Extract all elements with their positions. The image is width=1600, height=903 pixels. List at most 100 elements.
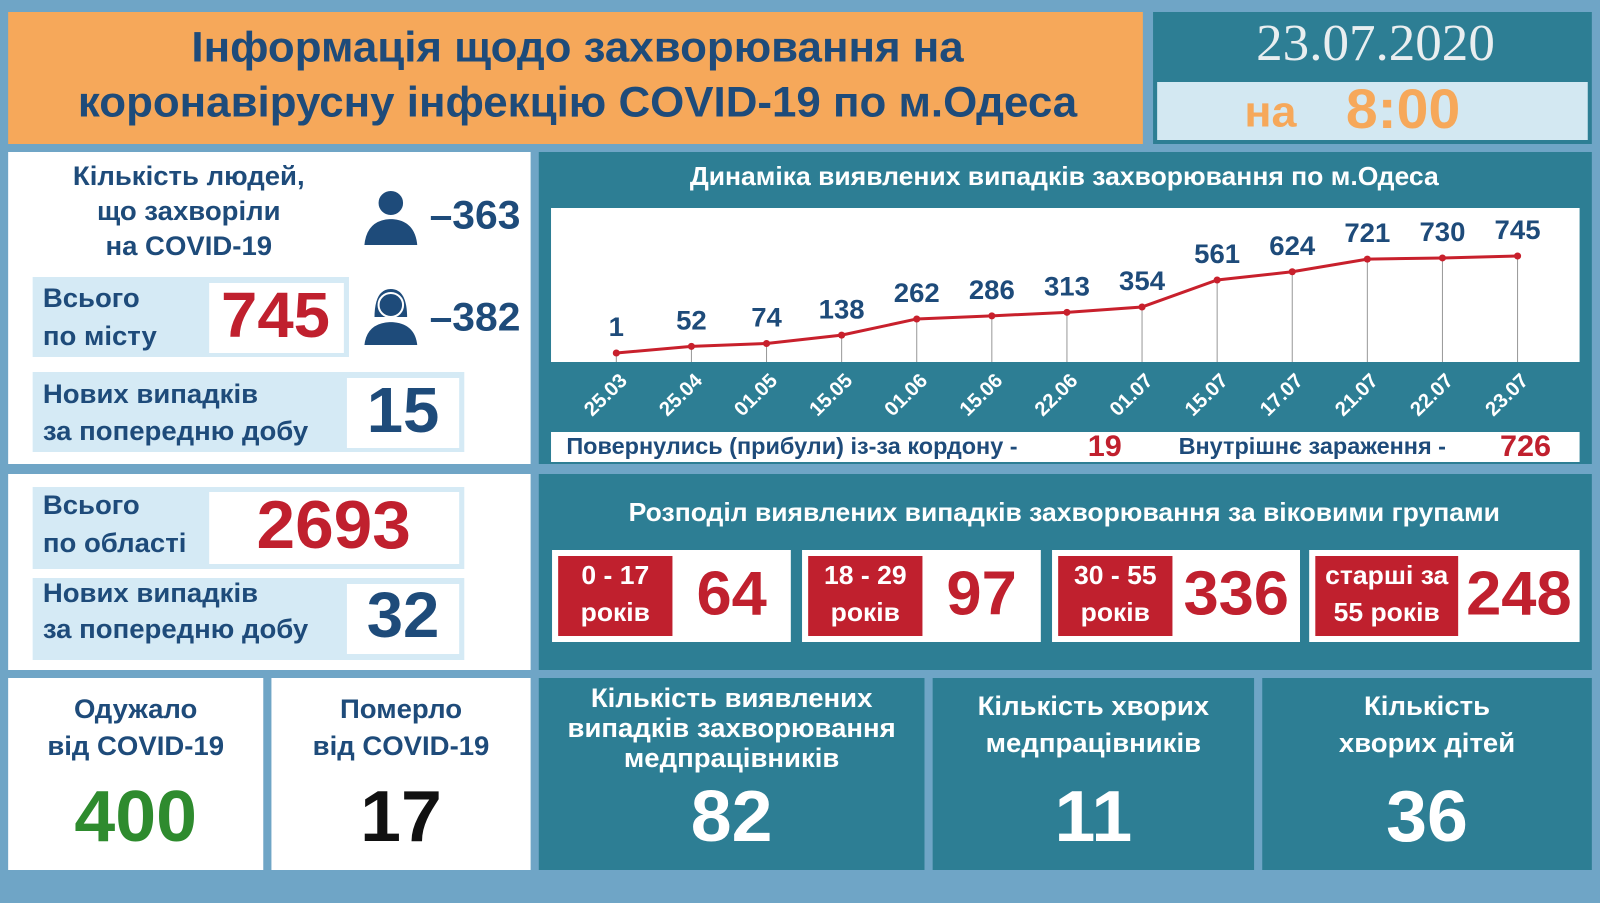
label: Нових випадків <box>43 378 258 409</box>
point <box>1138 303 1146 311</box>
title: Інформація щодо захворювання на <box>191 24 964 72</box>
label: Кількість людей, <box>73 160 305 191</box>
age-label-box <box>558 556 673 636</box>
age-label-box <box>808 556 923 636</box>
point <box>1063 308 1071 316</box>
point <box>1438 254 1447 262</box>
internal-count: 726 <box>1500 430 1551 463</box>
label: випадків захворювання <box>568 712 896 743</box>
data-label: 74 <box>751 302 782 333</box>
label: Нових випадків <box>43 577 258 608</box>
age-count: 336 <box>1183 559 1289 628</box>
data-label: 286 <box>969 274 1015 305</box>
time: 8:00 <box>1346 77 1460 139</box>
label: за попередню добу <box>43 613 309 644</box>
label: Одужало <box>74 693 197 724</box>
age-count: 248 <box>1466 559 1572 628</box>
died-panel <box>271 678 531 870</box>
city-total: 745 <box>221 279 330 351</box>
label: Померло <box>340 693 462 724</box>
age-label: років <box>581 597 650 627</box>
label: Кількість хворих <box>978 690 1209 721</box>
label: по області <box>43 527 187 558</box>
title: коронавірусну інфекцію COVID-19 по м.Оде… <box>78 79 1078 127</box>
age-groups: 0 - 17 років 64 18 - 29 років 97 30 - 55 років 3… <box>552 550 1580 642</box>
returned-count: 19 <box>1088 430 1122 463</box>
recovered-panel <box>8 678 264 870</box>
point <box>1213 276 1221 284</box>
medical-count: 11 <box>1055 777 1133 857</box>
time-prefix: на <box>1244 88 1296 137</box>
died-count: 17 <box>360 777 442 857</box>
value-box <box>346 584 460 654</box>
medical-panel <box>538 678 925 870</box>
age-label: старші за <box>1325 560 1448 590</box>
sources-bar <box>551 432 1580 462</box>
age-label: 30 - 55 <box>1074 560 1157 590</box>
chart-title: Динаміка виявлених випадків захворювання… <box>690 161 1439 191</box>
label: Всього <box>43 489 140 520</box>
point <box>913 315 921 323</box>
age-label: 0 - 17 <box>581 560 649 590</box>
data-label: 313 <box>1044 271 1090 302</box>
label: що захворіли <box>97 195 281 226</box>
point <box>687 342 695 350</box>
plot-area <box>551 208 1580 362</box>
label: медпрацівників <box>986 727 1201 758</box>
label: Всього <box>43 282 140 313</box>
medical-panel <box>1262 678 1592 870</box>
data-label: 561 <box>1194 238 1240 269</box>
label: за попередню добу <box>43 415 309 446</box>
age-count: 97 <box>946 559 1016 628</box>
label: медпрацівників <box>624 742 839 773</box>
age-label: років <box>1081 597 1150 627</box>
label: Внутрішнє зараження - <box>1179 433 1446 459</box>
city-new: 15 <box>367 374 440 446</box>
data-label: 52 <box>676 305 707 336</box>
data-label: 262 <box>894 277 940 308</box>
age-label: 18 - 29 <box>824 560 907 590</box>
age-title: Розподіл виявлених випадків захворювання… <box>629 497 1500 527</box>
age-label: 55 років <box>1334 597 1440 627</box>
male-icon <box>362 189 420 247</box>
recovered-count: 400 <box>74 777 197 857</box>
value-box <box>209 492 460 564</box>
label: на COVID-19 <box>105 230 272 261</box>
age-label-box <box>1058 556 1173 636</box>
age-label-box <box>1315 556 1459 636</box>
point <box>838 331 846 339</box>
point <box>1288 268 1296 276</box>
female-icon <box>362 286 420 347</box>
region-total: 2693 <box>256 487 410 563</box>
value-box <box>346 378 460 448</box>
point <box>1513 252 1522 260</box>
men-count: –363 <box>430 192 521 238</box>
data-label: 730 <box>1419 216 1465 247</box>
medical-panel <box>932 678 1255 870</box>
point <box>612 349 620 357</box>
label: від COVID-19 <box>313 730 490 761</box>
data-label: 1 <box>609 311 624 342</box>
age-label: років <box>831 597 900 627</box>
data-label: 354 <box>1119 265 1166 296</box>
label: по місту <box>43 320 158 351</box>
label: Кількість виявлених <box>591 682 873 713</box>
data-label: 721 <box>1344 218 1390 249</box>
region-new: 32 <box>367 579 440 651</box>
point <box>988 312 996 320</box>
label: хворих дітей <box>1339 727 1515 758</box>
point <box>762 339 771 347</box>
medical-count: 82 <box>691 777 773 857</box>
women-count: –382 <box>430 294 521 340</box>
age-count: 64 <box>696 559 767 628</box>
label: Повернулись (прибули) із-за кордону - <box>566 433 1017 459</box>
date: 23.07.2020 <box>1256 14 1495 71</box>
data-label: 624 <box>1269 230 1316 261</box>
data-label: 138 <box>819 294 865 325</box>
value-box <box>209 283 344 353</box>
time-band <box>1157 82 1588 140</box>
medical-count: 36 <box>1386 777 1468 857</box>
